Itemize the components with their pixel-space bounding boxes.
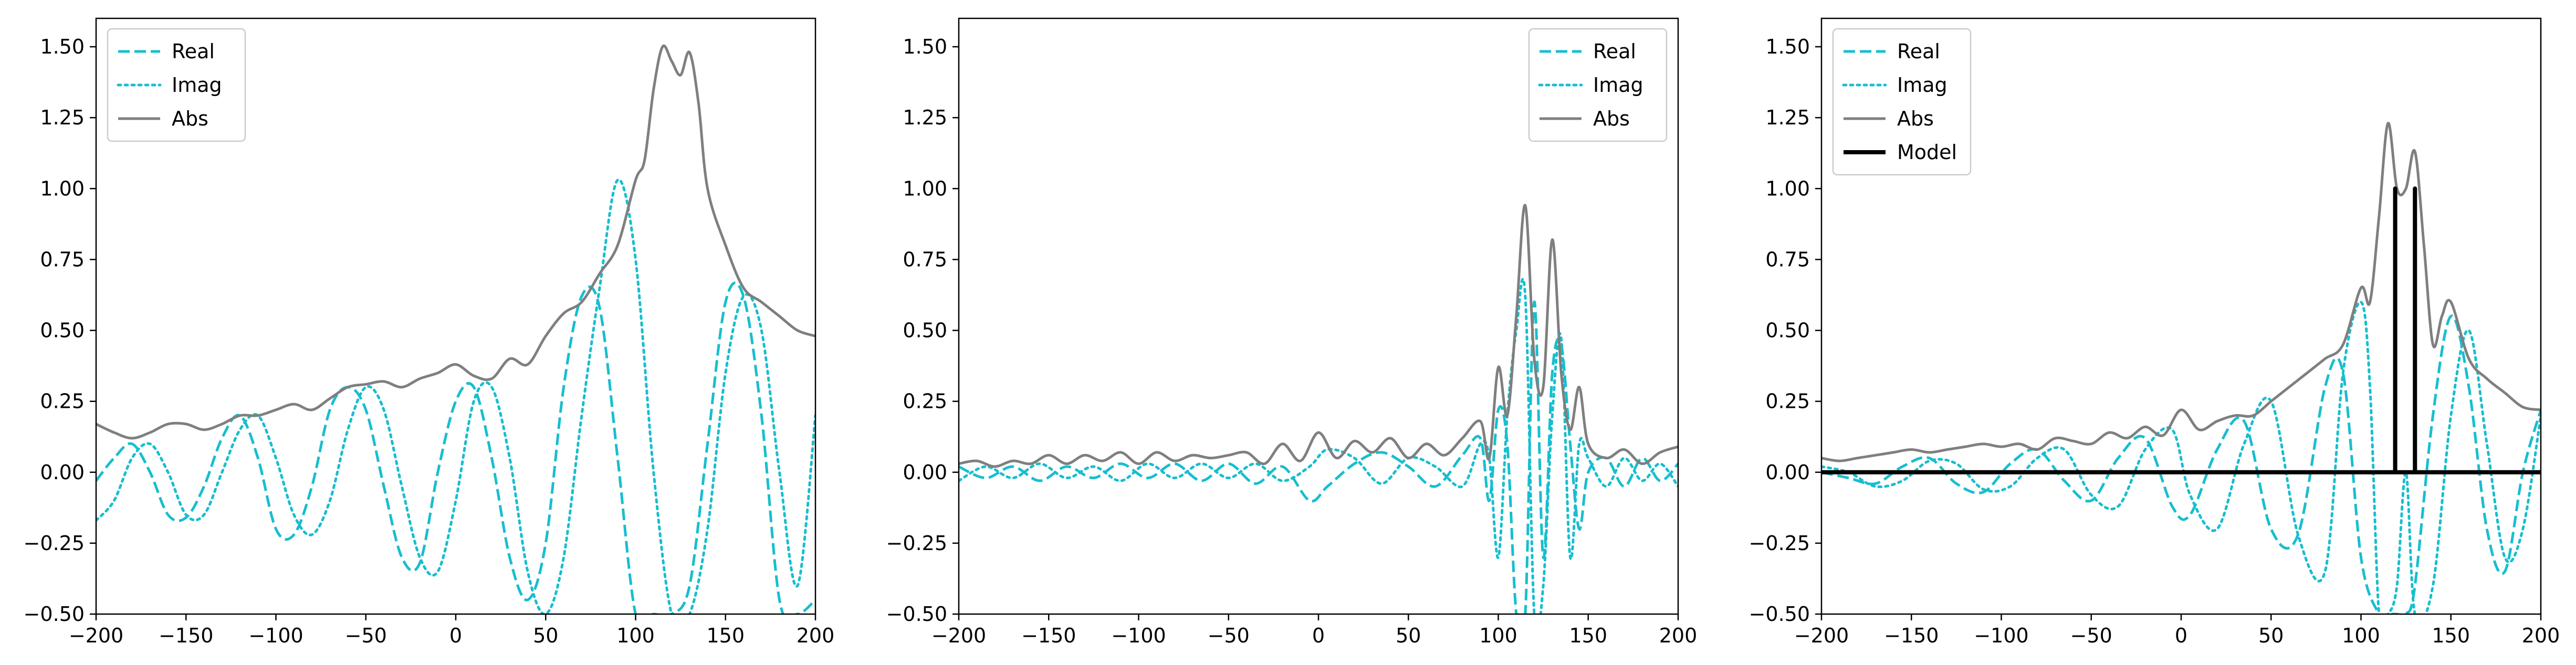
y-tick-label: 1.25 [40, 106, 85, 129]
y-tick-label: 1.00 [40, 177, 85, 200]
y-tick-label: 0.75 [1765, 248, 1810, 271]
chart-panel-2: −200 −150 −100 −50 0 50 100 150 200 −0.50 −0.25 0.0… [886, 17, 1698, 647]
y-tick-label: 1.50 [1765, 35, 1810, 58]
legend-label-real: Real [172, 40, 215, 63]
legend-label-imag: Imag [1593, 73, 1643, 97]
series-line-abs [1821, 122, 2541, 462]
legend-label-abs: Abs [1593, 107, 1630, 130]
y-tick-label: −0.50 [24, 603, 85, 626]
plot-area [959, 204, 1678, 614]
y-tick-label: 1.25 [1765, 106, 1810, 129]
x-tick-label: −150 [159, 624, 213, 647]
y-tick-label: 0.00 [903, 461, 947, 484]
series-line-abs [96, 44, 815, 440]
y-tick-label: −0.25 [886, 532, 947, 555]
legend-label-real: Real [1897, 40, 1940, 63]
y-tick-label: −0.25 [1749, 532, 1810, 555]
legend-label-imag: Imag [1897, 73, 1947, 97]
legend: Real Imag Abs [1528, 28, 1668, 142]
series-line-real [959, 300, 1678, 614]
plot-area [1821, 122, 2541, 614]
x-tick-label: 0 [449, 624, 462, 647]
legend-label-abs: Abs [1897, 107, 1934, 130]
y-tick-label: 0.25 [40, 390, 85, 413]
series-line-model [1821, 186, 2541, 474]
x-tick-label: −100 [248, 624, 303, 647]
series-line-abs [959, 204, 1678, 468]
y-tick-label: −0.25 [24, 532, 85, 555]
x-tick-label: 150 [1569, 624, 1607, 647]
legend-frame [1832, 28, 1972, 176]
x-tick-label: −200 [1794, 624, 1849, 647]
x-tick-label: 100 [2342, 624, 2380, 647]
x-tick-label: 150 [706, 624, 745, 647]
x-tick-label: 50 [533, 624, 558, 647]
chart-panel-1: −200 −150 −100 −50 0 50 100 150 200 −0.50 −0.25 0.0… [24, 17, 835, 647]
x-tick-label: 100 [1479, 624, 1517, 647]
legend-frame [1528, 28, 1668, 142]
x-tick-label: −100 [1111, 624, 1166, 647]
y-tick-label: 1.00 [903, 177, 947, 200]
y-tick-label: 0.50 [903, 319, 947, 342]
x-tick-label: 100 [616, 624, 655, 647]
x-tick-label: 0 [2175, 624, 2187, 647]
legend-label-abs: Abs [172, 107, 208, 130]
y-tick-label: 0.75 [903, 248, 947, 271]
x-tick-label: 50 [1396, 624, 1421, 647]
y-tick-label: 0.25 [903, 390, 947, 413]
legend-label-imag: Imag [172, 73, 222, 97]
y-tick-label: 0.50 [40, 319, 85, 342]
chart-panel-3: −200 −150 −100 −50 0 50 100 150 200 −0.50 −0.25 0.0… [1749, 17, 2560, 647]
x-tick-label: −200 [931, 624, 986, 647]
x-tick-label: 200 [2522, 624, 2560, 647]
series-line-imag [96, 178, 815, 614]
y-tick-label: 1.50 [40, 35, 85, 58]
y-tick-label: 0.00 [40, 461, 85, 484]
y-tick-label: 0.00 [1765, 461, 1810, 484]
y-tick-label: 1.00 [1765, 177, 1810, 200]
legend-label-model: Model [1897, 141, 1957, 164]
legend-label-real: Real [1593, 40, 1636, 63]
series-line-real [96, 281, 815, 614]
x-tick-label: −50 [2070, 624, 2112, 647]
plot-area [96, 44, 815, 614]
y-tick-label: 1.50 [903, 35, 947, 58]
x-tick-label: 200 [797, 624, 835, 647]
x-tick-label: −50 [345, 624, 387, 647]
x-tick-label: 150 [2432, 624, 2470, 647]
x-tick-label: 200 [1659, 624, 1698, 647]
y-tick-label: 0.75 [40, 248, 85, 271]
y-tick-label: −0.50 [886, 603, 947, 626]
x-tick-label: 50 [2258, 624, 2284, 647]
series-line-real [1821, 314, 2541, 614]
x-tick-label: −50 [1208, 624, 1250, 647]
x-tick-label: −200 [69, 624, 123, 647]
x-tick-label: −150 [1021, 624, 1076, 647]
y-tick-label: 0.50 [1765, 319, 1810, 342]
x-tick-label: −150 [1884, 624, 1939, 647]
legend-frame [107, 28, 246, 142]
y-tick-label: 1.25 [903, 106, 947, 129]
legend: Real Imag Abs [107, 28, 246, 142]
y-tick-label: 0.25 [1765, 390, 1810, 413]
legend: Real Imag Abs Model [1832, 28, 1972, 176]
x-tick-label: 0 [1312, 624, 1325, 647]
y-tick-label: −0.50 [1749, 603, 1810, 626]
series-line-imag [1821, 300, 2541, 614]
x-tick-label: −100 [1974, 624, 2028, 647]
series-line-imag [959, 277, 1678, 614]
